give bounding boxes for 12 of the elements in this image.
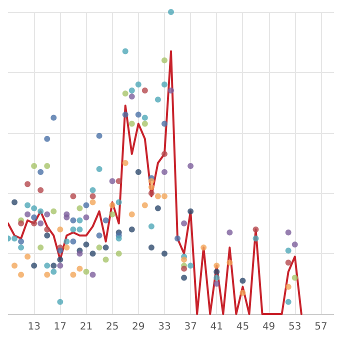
x-tick-label: 37 [184,322,197,332]
x-tick-label: 57 [314,322,328,332]
x-tick-label: 25 [106,322,119,332]
x-tick-label: 41 [210,322,224,332]
x-tick-label: 17 [54,322,67,332]
x-tick-label: 33 [158,322,171,332]
x-tick-label: 49 [262,322,276,332]
x-tick-label: 45 [236,322,250,332]
x-tick-label: 13 [28,322,40,332]
x-tick-label: 29 [132,322,145,332]
x-tick-label: 21 [80,322,93,332]
x-tick-label: 53 [288,322,302,332]
